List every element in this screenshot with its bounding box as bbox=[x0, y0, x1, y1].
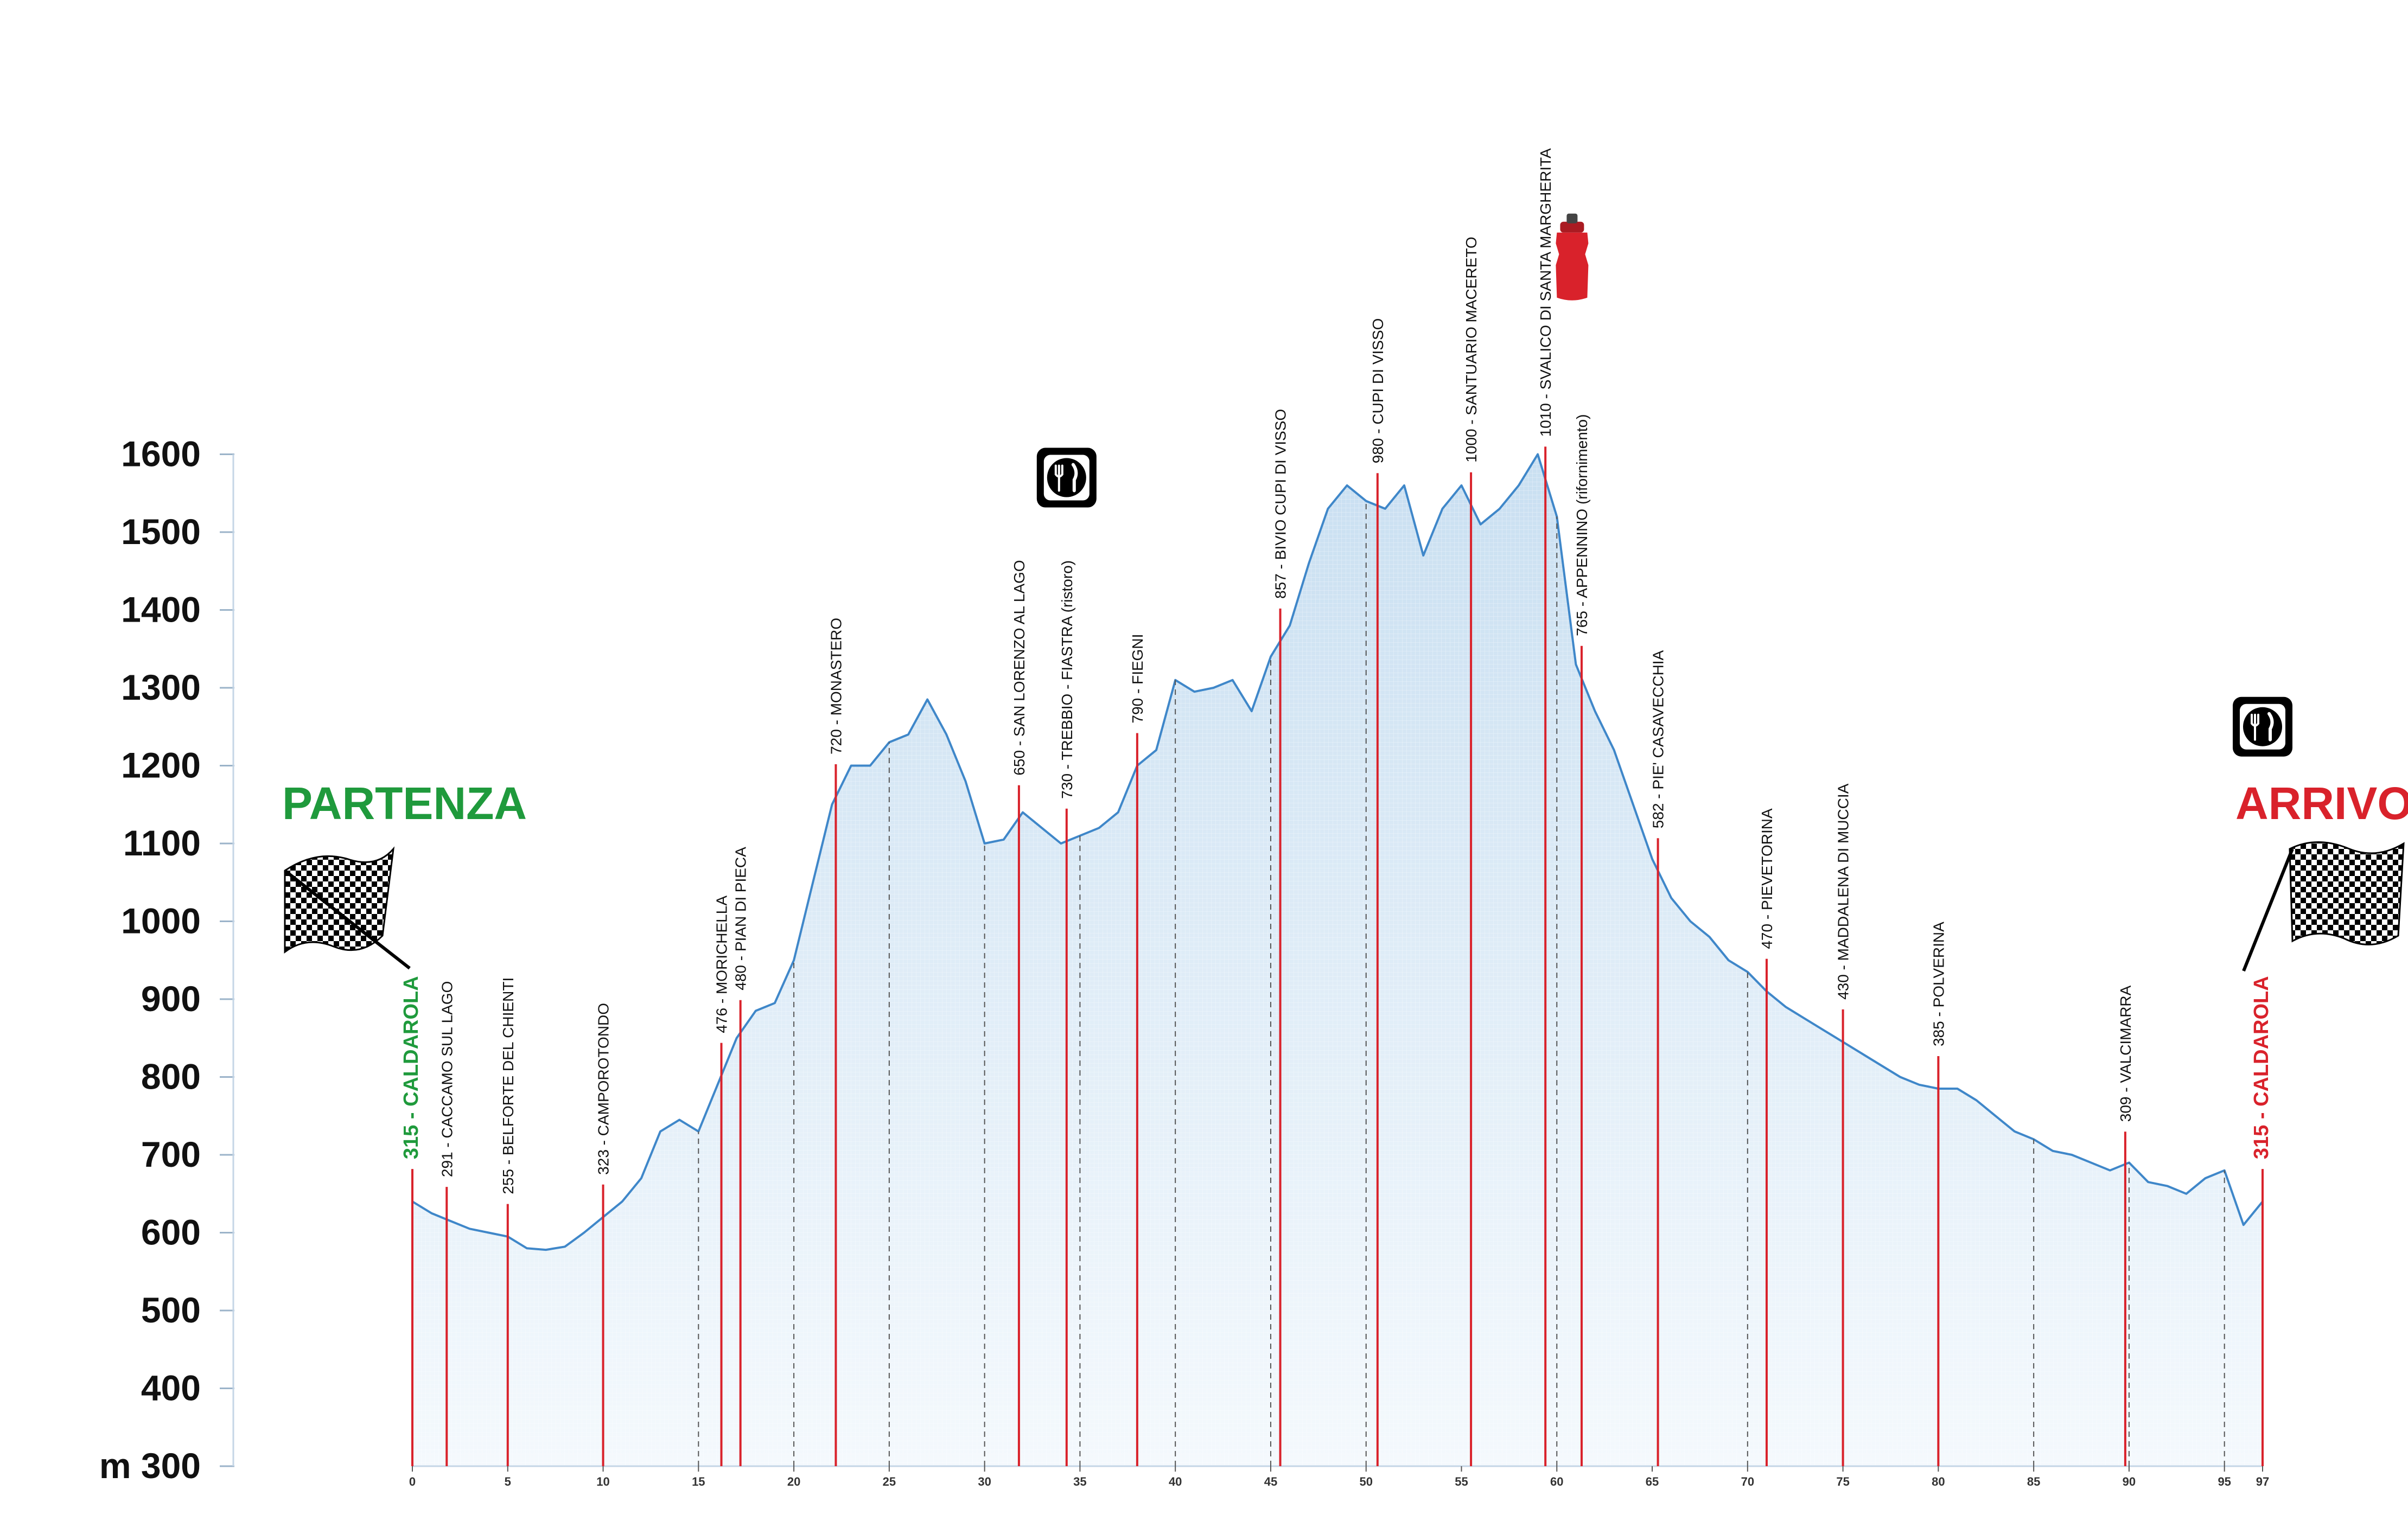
y-tick-label: 1500 bbox=[121, 512, 201, 552]
waypoint-label: 582 - PIE' CASAVECCHIA bbox=[1650, 650, 1667, 828]
y-tick-label: 1200 bbox=[121, 745, 201, 785]
waypoint-label: 470 - PIEVETORINA bbox=[1759, 808, 1775, 949]
start-flag-group: PARTENZA bbox=[282, 778, 527, 970]
x-axis-ticks: 0 5 10 15 20 25 30 35 40 45 50 55 60 65 70 75 80 85 90 95 97 bbox=[409, 1466, 2269, 1488]
waypoint-label: 291 - CACCAMO SUL LAGO bbox=[438, 981, 455, 1178]
x-tick-label: 90 bbox=[2123, 1475, 2136, 1488]
y-tick-label: 900 bbox=[141, 979, 201, 1019]
x-tick-label: 70 bbox=[1741, 1475, 1754, 1488]
x-tick-label: 55 bbox=[1455, 1475, 1468, 1488]
bottle-icon bbox=[1556, 213, 1589, 301]
x-tick-label: 80 bbox=[1932, 1475, 1945, 1488]
profile-area bbox=[411, 453, 2264, 1467]
waypoint-label: 480 - PIAN DI PIECA bbox=[732, 847, 749, 990]
x-tick-label: 35 bbox=[1073, 1475, 1086, 1488]
waypoint-label: 980 - CUPI DI VISSO bbox=[1369, 318, 1386, 464]
waypoint-label: 790 - FIEGNI bbox=[1129, 634, 1146, 724]
y-tick-label: 700 bbox=[141, 1134, 201, 1174]
waypoint-label: 309 - VALCIMARRA bbox=[2117, 985, 2134, 1122]
waypoint-label: 1000 - SANTUARIO MACERETO bbox=[1463, 236, 1480, 462]
y-tick-label: m 300 bbox=[99, 1446, 201, 1486]
y-tick-label: 1100 bbox=[123, 823, 201, 863]
waypoint-label: 765 - APPENNINO (rifornimento) bbox=[1574, 414, 1590, 636]
x-tick-label: 20 bbox=[787, 1475, 800, 1488]
end-flag-icon bbox=[2242, 841, 2405, 972]
end-flag-group: ARRIVO bbox=[2235, 778, 2408, 972]
restaurant-icon bbox=[2233, 696, 2292, 757]
waypoint-label: 430 - MADDALENA DI MUCCIA bbox=[1835, 783, 1852, 1000]
start-flag-icon bbox=[284, 846, 411, 970]
y-axis-ticks: m 300 400 500 600 700 800 900 1000 1100 1200 1300 1… bbox=[99, 434, 234, 1486]
y-tick-label: 1300 bbox=[121, 667, 201, 707]
x-tick-label: 15 bbox=[692, 1475, 705, 1488]
x-tick-label: 45 bbox=[1264, 1475, 1277, 1488]
waypoints: 315 - CALDAROLA 291 - CACCAMO SUL LAGO 255… bbox=[400, 148, 2273, 1466]
waypoint-label: 650 - SAN LORENZO AL LAGO bbox=[1011, 560, 1028, 775]
waypoint-label: 857 - BIVIO CUPI DI VISSO bbox=[1272, 409, 1289, 599]
waypoint-label: 315 - CALDAROLA bbox=[2250, 976, 2273, 1159]
y-tick-label: 1600 bbox=[121, 434, 201, 474]
y-tick-label: 500 bbox=[141, 1290, 201, 1330]
x-tick-label: 50 bbox=[1359, 1475, 1372, 1488]
x-tick-label: 5 bbox=[505, 1475, 511, 1488]
waypoint-label: 315 - CALDAROLA bbox=[400, 976, 423, 1159]
y-tick-label: 1000 bbox=[121, 901, 201, 941]
waypoint-label: 1010 - SVALICO DI SANTA MARGHERITA bbox=[1537, 148, 1554, 437]
y-tick-label: 600 bbox=[141, 1212, 201, 1252]
x-tick-label: 60 bbox=[1550, 1475, 1563, 1488]
waypoint-label: 323 - CAMPOROTONDO bbox=[595, 1003, 612, 1175]
x-tick-label: 0 bbox=[409, 1475, 416, 1488]
x-tick-label: 30 bbox=[978, 1475, 991, 1488]
x-tick-label: 95 bbox=[2218, 1475, 2231, 1488]
y-tick-label: 800 bbox=[141, 1057, 201, 1097]
restaurant-icon bbox=[1036, 448, 1097, 508]
icons bbox=[1036, 213, 2292, 757]
end-title: ARRIVO bbox=[2235, 778, 2408, 829]
waypoint-label: 730 - TREBBIO - FIASTRA (ristoro) bbox=[1059, 560, 1075, 799]
waypoint-label: 255 - BELFORTE DEL CHIENTI bbox=[500, 977, 517, 1194]
waypoint-label: 720 - MONASTERO bbox=[827, 618, 844, 755]
start-title: PARTENZA bbox=[282, 778, 527, 829]
x-tick-label: 40 bbox=[1169, 1475, 1182, 1488]
waypoint-label: 385 - POLVERINA bbox=[1930, 922, 1947, 1046]
profile-fill-texture bbox=[412, 454, 2263, 1466]
waypoint-label: 476 - MORICHELLA bbox=[714, 896, 730, 1033]
x-tick-label: 85 bbox=[2027, 1475, 2040, 1488]
y-tick-label: 1400 bbox=[121, 590, 201, 630]
km-grid-dashed-lines bbox=[698, 501, 2225, 1466]
y-tick-label: 400 bbox=[141, 1368, 201, 1408]
x-tick-label: 10 bbox=[596, 1475, 609, 1488]
x-tick-label: 97 bbox=[2256, 1475, 2269, 1488]
x-tick-label: 75 bbox=[1836, 1475, 1849, 1488]
x-tick-label: 65 bbox=[1646, 1475, 1659, 1488]
x-tick-label: 25 bbox=[883, 1475, 896, 1488]
